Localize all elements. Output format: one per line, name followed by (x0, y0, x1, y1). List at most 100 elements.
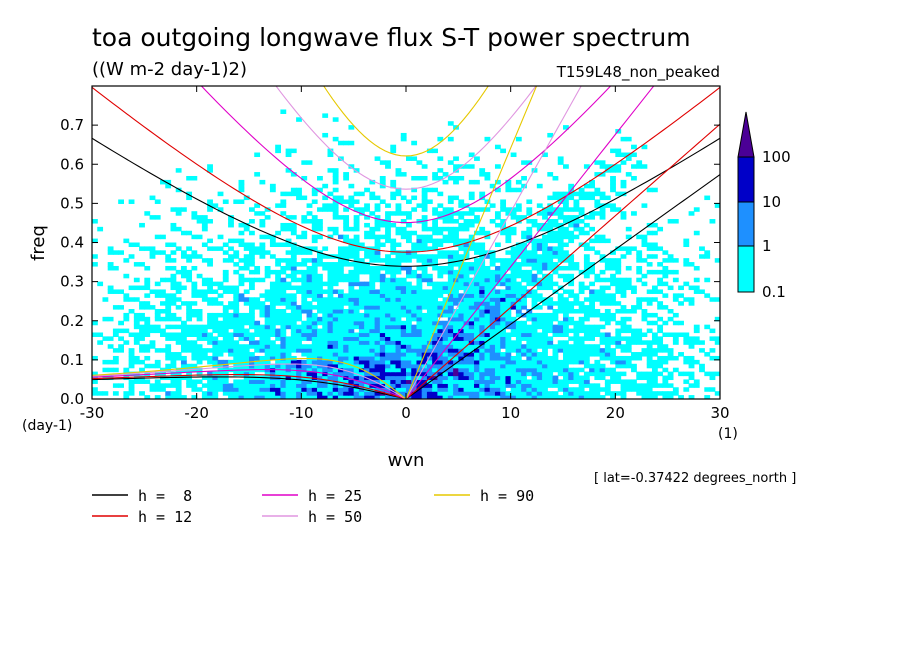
heatmap-cell (426, 234, 433, 240)
heatmap-cell (442, 387, 449, 392)
heatmap-cell (589, 383, 595, 388)
heatmap-cell (364, 301, 370, 306)
heatmap-cell (411, 395, 418, 399)
heatmap-cell (474, 246, 480, 251)
heatmap-cell (636, 164, 643, 169)
heatmap-cell (348, 269, 355, 275)
heatmap-cell (207, 348, 213, 353)
heatmap-cell (238, 359, 245, 365)
heatmap-cell (133, 379, 140, 384)
heatmap-cell (484, 301, 491, 306)
legend-label: h = 50 (308, 508, 362, 526)
heatmap-cell (510, 293, 517, 298)
heatmap-cell (447, 277, 454, 283)
heatmap-cell (379, 355, 386, 361)
heatmap-cell (494, 375, 501, 381)
heatmap-cell (243, 383, 250, 388)
heatmap-cell (337, 391, 344, 396)
heatmap-cell (374, 258, 381, 263)
heatmap-cell (526, 277, 533, 283)
heatmap-cell (191, 379, 198, 384)
heatmap-cell (620, 320, 627, 326)
heatmap-cell (327, 379, 334, 384)
heatmap-cell (364, 312, 370, 318)
heatmap-cell (426, 320, 433, 326)
heatmap-cell (207, 289, 213, 294)
heatmap-cell (364, 269, 370, 275)
heatmap-cell (479, 285, 486, 291)
heatmap-cell (432, 336, 438, 341)
heatmap-cell (107, 336, 114, 341)
heatmap-cell (322, 355, 329, 361)
heatmap-cell (175, 226, 182, 232)
heatmap-cell (165, 383, 172, 388)
heatmap-cell (646, 344, 653, 349)
heatmap-cell (290, 265, 297, 271)
heatmap-cell (123, 238, 130, 244)
heatmap-cell (233, 344, 240, 349)
heatmap-cell (180, 320, 187, 326)
heatmap-cell (453, 258, 459, 263)
heatmap-cell (531, 348, 538, 353)
heatmap-cell (285, 281, 292, 287)
heatmap-cell (447, 363, 454, 369)
heatmap-cell (228, 219, 234, 224)
heatmap-cell (484, 371, 491, 377)
heatmap-cell (275, 332, 281, 337)
heatmap-cell (337, 277, 344, 283)
heatmap-cell (400, 230, 407, 236)
heatmap-cell (311, 191, 318, 197)
heatmap-cell (400, 285, 407, 291)
heatmap-cell (411, 324, 418, 330)
heatmap-cell (594, 383, 601, 388)
heatmap-cell (620, 281, 627, 287)
heatmap-cell (489, 352, 496, 357)
heatmap-cell (358, 352, 365, 357)
heatmap-cell (275, 348, 281, 353)
rossby-curve-h90 (92, 357, 407, 399)
heatmap-cell (704, 277, 711, 283)
heatmap-cell (578, 219, 585, 224)
heatmap-cell (625, 156, 632, 161)
heatmap-cell (186, 371, 193, 377)
heatmap-cell (180, 328, 187, 334)
heatmap-cell (573, 226, 580, 232)
heatmap-cell (515, 324, 522, 330)
heatmap-cell (327, 152, 334, 158)
heatmap-cell (552, 375, 559, 381)
heatmap-cell (489, 293, 496, 298)
heatmap-cell (175, 168, 182, 173)
heatmap-cell (463, 383, 470, 388)
heatmap-cell (421, 348, 428, 353)
heatmap-cell (510, 355, 517, 361)
heatmap-cell (353, 258, 360, 263)
heatmap-cell (337, 348, 344, 353)
heatmap-cell (474, 340, 480, 345)
heatmap-cell (379, 371, 386, 377)
heatmap-cell (479, 250, 486, 255)
heatmap-cell (489, 269, 496, 275)
heatmap-cell (636, 305, 643, 310)
heatmap-cell (505, 324, 512, 330)
heatmap-cell (536, 383, 543, 388)
heatmap-cell (254, 246, 261, 251)
heatmap-cell (651, 375, 658, 381)
heatmap-cell (432, 175, 438, 181)
heatmap-cell (515, 301, 522, 306)
heatmap-cell (479, 395, 486, 399)
heatmap-cell (468, 289, 475, 294)
heatmap-cell (526, 324, 533, 330)
heatmap-cell (578, 359, 585, 365)
heatmap-cell (563, 352, 569, 357)
heatmap-cell (390, 395, 397, 399)
heatmap-cell (453, 379, 459, 384)
heatmap-cell (599, 293, 606, 298)
heatmap-cell (353, 254, 360, 259)
heatmap-cell (327, 395, 334, 399)
heatmap-cell (500, 340, 507, 345)
heatmap-cell (421, 367, 428, 373)
heatmap-cell (238, 258, 245, 263)
heatmap-cell (468, 234, 475, 240)
heatmap-cell (494, 320, 501, 326)
heatmap-cell (510, 379, 517, 384)
